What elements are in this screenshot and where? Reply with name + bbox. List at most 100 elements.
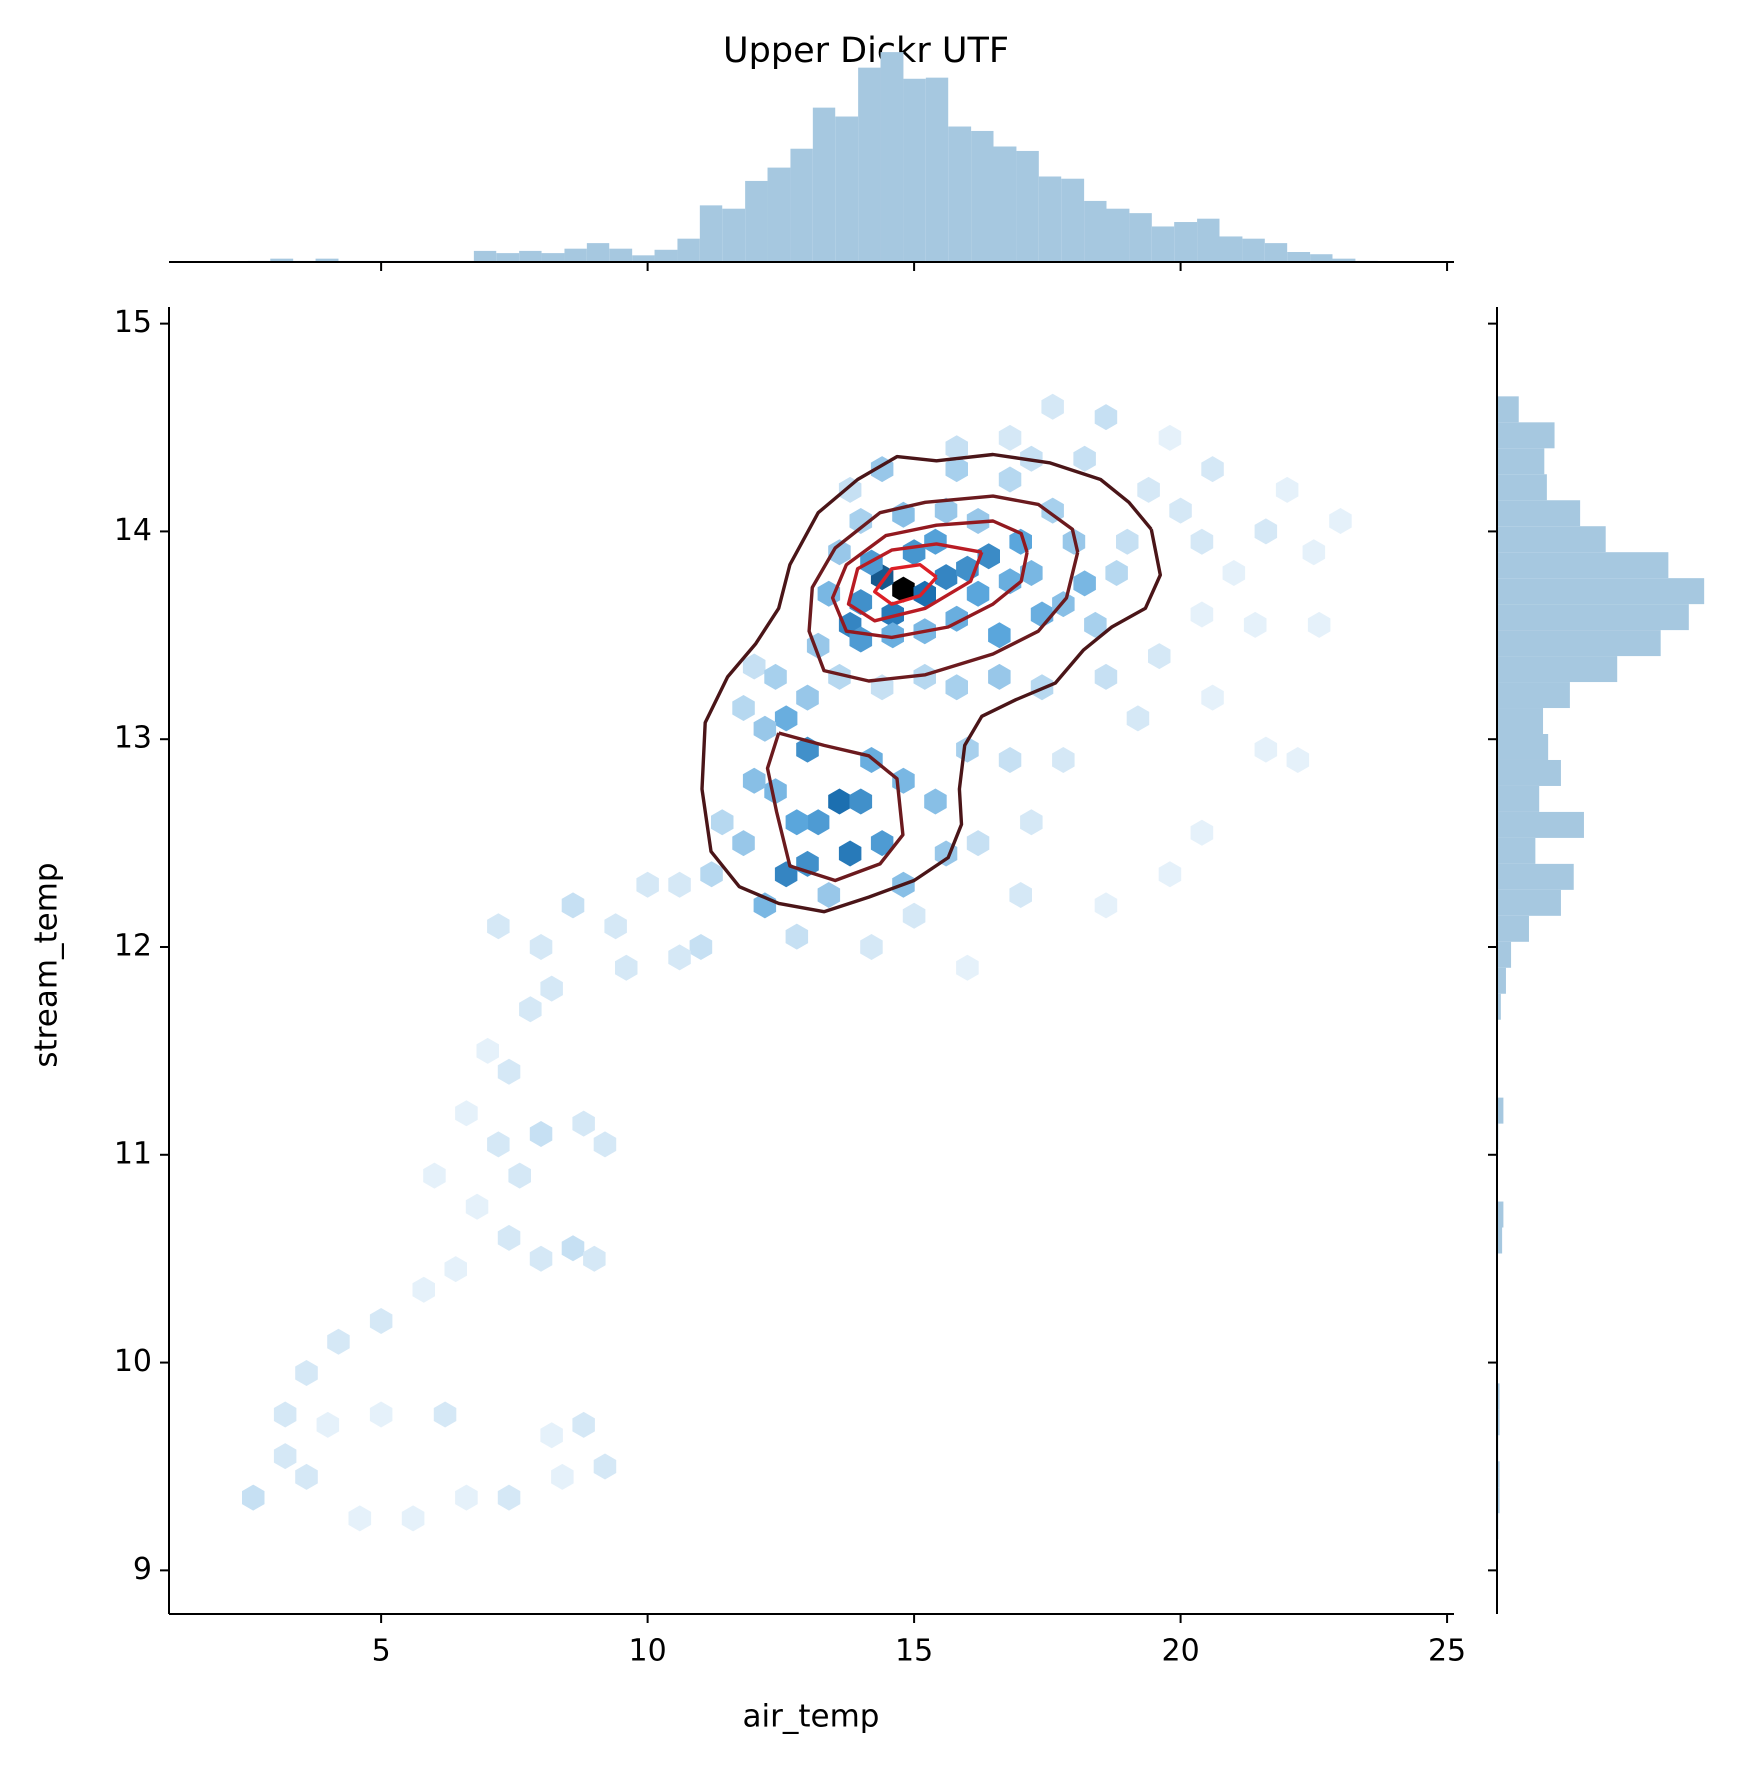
y-hist-bar [1497, 1461, 1500, 1488]
hexbin-cell [956, 954, 979, 981]
hexbin-cell [689, 934, 713, 960]
hexbin-cell [1286, 747, 1310, 773]
hexbin-cell [1094, 663, 1118, 690]
y-axis-label: stream_temp [29, 862, 65, 1067]
y-tick-label: 11 [114, 1136, 152, 1171]
hexbin-cell [1073, 570, 1096, 597]
hexbin-cell [636, 871, 659, 898]
hexbin-cell [785, 809, 809, 836]
y-tick-label: 14 [114, 513, 152, 548]
y-hist-bar [1497, 396, 1519, 423]
hexbin-cell [742, 653, 766, 680]
hexbin-cell [988, 663, 1011, 690]
y-hist-bar [1497, 578, 1705, 605]
hexbin-cell [561, 1235, 585, 1262]
hexbin-cell [870, 830, 894, 857]
hexbin-cell [1275, 476, 1299, 503]
hexbin-cell [572, 1411, 595, 1438]
x-hist-bar [632, 255, 655, 262]
hexbin-cell [998, 747, 1022, 773]
y-tick-label: 10 [114, 1344, 152, 1379]
hexbin-cell [242, 1484, 265, 1511]
hexbin-cell [444, 1256, 467, 1283]
x-hist-bar [677, 238, 700, 262]
x-hist-bar [564, 248, 587, 262]
hexbin-cell [1158, 424, 1182, 451]
x-hist-bar [790, 148, 813, 262]
x-hist-bar [925, 77, 949, 262]
hexbin-cell [497, 1484, 521, 1511]
hexbin-cell [977, 543, 1000, 570]
x-hist-bar [1219, 236, 1243, 262]
hexbin-cell [1116, 528, 1139, 555]
hexbin-cell [1009, 882, 1032, 908]
x-hist-bar [1310, 254, 1333, 262]
hexbin-cell [561, 892, 585, 919]
y-hist-bar [1497, 448, 1545, 475]
hexbin-cell [540, 975, 563, 1002]
hexbin-cell [604, 913, 627, 940]
y-hist-bar [1497, 811, 1584, 838]
x-hist-bar [519, 250, 542, 262]
hexbin-cell [1302, 539, 1326, 566]
hexbin-cell [806, 809, 830, 836]
hexbin-cell [732, 695, 755, 721]
hexbin-cell [732, 830, 755, 857]
x-hist-bar [315, 258, 339, 262]
hexbin-cell [348, 1505, 372, 1532]
y-hist-bar [1497, 682, 1570, 709]
x-hist-bar [948, 126, 972, 262]
hexbin-cell [1243, 611, 1267, 638]
hexbin-cell [423, 1162, 446, 1189]
hexbin-cell [945, 456, 968, 483]
hexbin-cell [1201, 456, 1224, 483]
x-hist-bar [654, 249, 678, 262]
hexbin-cell [892, 576, 915, 603]
x-hist-bar [1174, 222, 1198, 262]
y-hist-bar [1497, 915, 1529, 942]
hexbin-cell [1148, 643, 1171, 670]
x-tick-label: 25 [1428, 1634, 1466, 1669]
hexbin-cell [828, 663, 851, 690]
y-hist-bar [1497, 630, 1661, 657]
hexbin-cell [508, 1162, 531, 1189]
x-hist-bar [745, 180, 768, 262]
hexbin-cell [529, 934, 553, 960]
hexbin-cell [1052, 747, 1075, 773]
x-hist-bar [812, 107, 836, 262]
hexbin-cell [1073, 445, 1096, 472]
y-hist-bar [1497, 1383, 1500, 1410]
y-hist-bar [1497, 604, 1689, 631]
hexbin-cell [988, 622, 1011, 649]
hexbin-cell [1084, 611, 1107, 638]
hexbin-cell [838, 840, 862, 867]
y-hist-bar [1497, 837, 1536, 864]
x-tick-label: 10 [629, 1634, 667, 1669]
hexbin-cell [593, 1453, 617, 1480]
x-tick-label: 5 [372, 1634, 391, 1669]
x-hist-bar [1084, 200, 1107, 262]
hexbin-cell [1190, 819, 1214, 846]
hexbin-cell [934, 497, 958, 524]
hexbin-cell [1158, 861, 1182, 888]
hexbin-cell [902, 902, 926, 929]
hexbin-cell [295, 1360, 318, 1386]
x-hist-bar [1332, 258, 1356, 262]
x-hist-bar [1151, 226, 1175, 262]
hexbin-cell [711, 809, 734, 836]
hexbin-cell [924, 788, 947, 815]
y-hist-bar [1497, 1201, 1504, 1228]
x-hist-bar [473, 250, 497, 262]
hexbin-cell [998, 466, 1022, 493]
y-hist-bar [1497, 526, 1606, 553]
hexbin-cell [774, 861, 798, 888]
x-hist-bar [699, 205, 723, 262]
x-hist-bar [496, 253, 520, 262]
hexbin-cell [369, 1308, 393, 1334]
y-hist-bar [1497, 1097, 1504, 1124]
y-hist-bar [1497, 656, 1618, 683]
x-hist-bar [767, 167, 791, 262]
y-tick-label: 15 [114, 305, 152, 340]
